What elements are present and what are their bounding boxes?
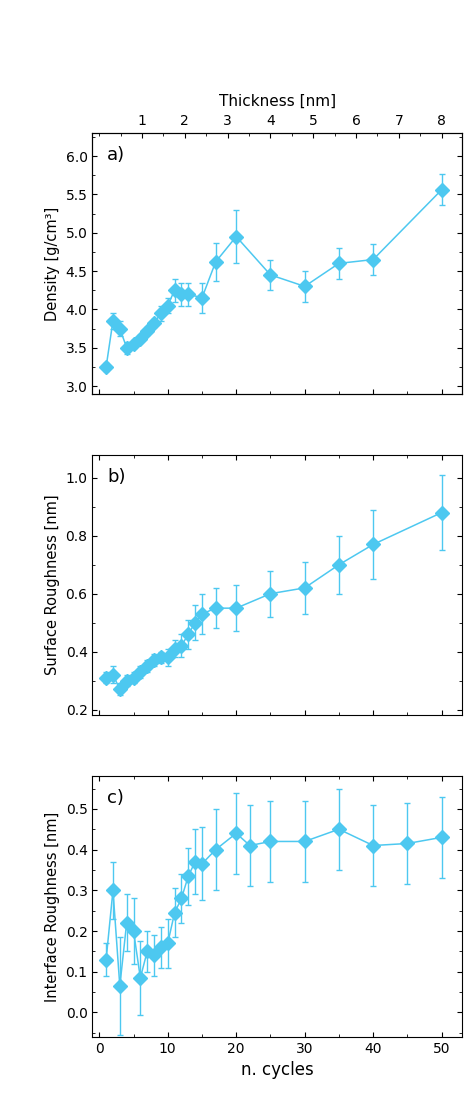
X-axis label: n. cycles: n. cycles bbox=[241, 1061, 314, 1079]
Y-axis label: Density [g/cm³]: Density [g/cm³] bbox=[45, 206, 60, 321]
Y-axis label: Interface Roughness [nm]: Interface Roughness [nm] bbox=[45, 812, 60, 1001]
Text: c): c) bbox=[107, 790, 124, 807]
Y-axis label: Surface Roughness [nm]: Surface Roughness [nm] bbox=[45, 495, 60, 675]
X-axis label: Thickness [nm]: Thickness [nm] bbox=[219, 94, 336, 109]
Text: b): b) bbox=[107, 468, 126, 486]
Text: a): a) bbox=[107, 146, 125, 164]
